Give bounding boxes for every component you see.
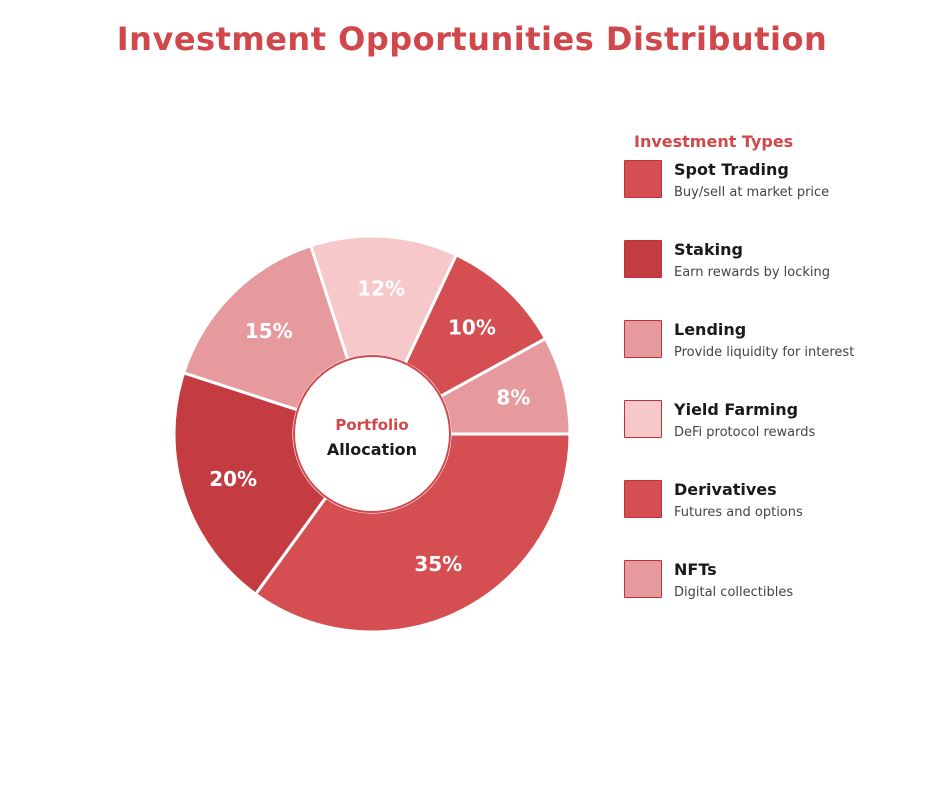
legend-item: NFTs Digital collectibles bbox=[624, 560, 924, 604]
slice-value-label: 20% bbox=[209, 467, 257, 491]
legend-item: Derivatives Futures and options bbox=[624, 480, 924, 524]
legend-label: Spot Trading bbox=[674, 160, 789, 179]
legend-title: Investment Types bbox=[634, 132, 794, 151]
center-label-portfolio: Portfolio bbox=[335, 416, 408, 434]
center-label-allocation: Allocation bbox=[327, 440, 417, 459]
slice-value-label: 12% bbox=[357, 276, 405, 300]
slice-value-label: 10% bbox=[448, 316, 496, 340]
legend-description: Digital collectibles bbox=[674, 585, 794, 600]
legend-description: Earn rewards by locking bbox=[674, 265, 831, 280]
donut-slice-labels: 35% 20% 15% 12% 10% 8% bbox=[209, 276, 530, 576]
slice-value-label: 35% bbox=[414, 552, 462, 576]
legend-swatch bbox=[624, 400, 662, 438]
legend-label: Lending bbox=[674, 320, 747, 339]
legend-label: NFTs bbox=[674, 560, 717, 579]
legend-label: Yield Farming bbox=[674, 400, 799, 419]
legend-description: Futures and options bbox=[674, 505, 803, 520]
legend-swatch bbox=[624, 160, 662, 198]
legend-swatch bbox=[624, 560, 662, 598]
legend-item: Yield Farming DeFi protocol rewards bbox=[624, 400, 924, 444]
legend-item: Staking Earn rewards by locking bbox=[624, 240, 924, 284]
legend-description: Provide liquidity for interest bbox=[674, 345, 855, 360]
chart-title: Investment Opportunities Distribution bbox=[116, 20, 828, 58]
legend-item: Spot Trading Buy/sell at market price bbox=[624, 160, 924, 204]
slice-value-label: 8% bbox=[496, 386, 530, 410]
legend-description: Buy/sell at market price bbox=[674, 185, 830, 200]
donut-center-hole bbox=[293, 355, 451, 513]
legend-label: Staking bbox=[674, 240, 743, 259]
legend-item: Lending Provide liquidity for interest bbox=[624, 320, 924, 364]
legend-swatch bbox=[624, 240, 662, 278]
legend-swatch bbox=[624, 320, 662, 358]
slice-value-label: 15% bbox=[245, 319, 293, 343]
legend-description: DeFi protocol rewards bbox=[674, 425, 816, 440]
legend-label: Derivatives bbox=[674, 480, 777, 499]
legend-swatch bbox=[624, 480, 662, 518]
